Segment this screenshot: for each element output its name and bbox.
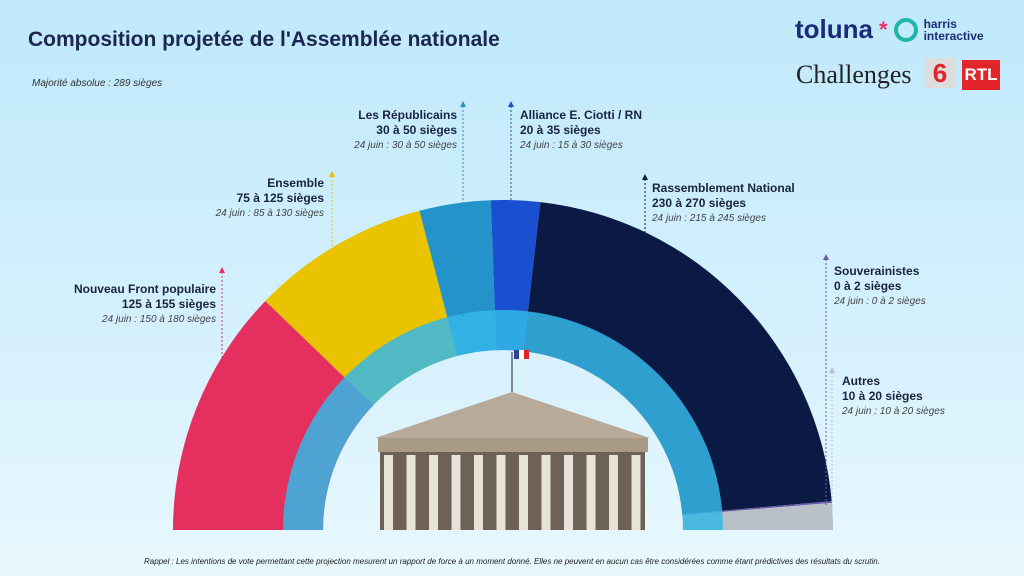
building-icon [375,350,650,530]
label-autres: Autres 10 à 20 sièges 24 juin : 10 à 20 si… [842,374,945,417]
column [406,455,416,530]
label-souverainistes: Souverainistes 0 à 2 sièges 24 juin : 0 à … [834,264,926,307]
column [451,455,461,530]
arrow-head-icon [823,254,829,260]
column [586,455,596,530]
column [474,455,483,530]
column [429,455,438,530]
column [496,455,506,530]
arrow-head-icon [329,171,335,177]
majority-note: Majorité absolue : 289 sièges [32,78,163,89]
challenges-logo: Challenges [796,60,912,89]
arrow-head-icon [508,101,514,107]
inner-ring [283,310,723,530]
column [631,455,641,530]
label-rn: Rassemblement National 230 à 270 sièges 24… [652,181,795,224]
column [609,455,618,530]
column [564,455,573,530]
column [519,455,528,530]
column [384,455,393,530]
label-nfp: Nouveau Front populaire 125 à 155 sièges 2… [73,282,216,325]
arrow-head-icon [829,367,835,373]
page-title: Composition projetée de l'Assemblée nati… [28,28,500,51]
toluna-harris-logo: toluna * harris interactive [795,14,984,44]
arrow-head-icon [219,267,225,273]
m6-logo: 6 [925,58,955,88]
arrow-head-icon [460,101,466,107]
arrow-head-icon [642,174,648,180]
column [541,455,551,530]
rtl-logo: RTL [962,60,1000,90]
label-ciotti: Alliance E. Ciotti / RN 20 à 35 sièges 24 … [520,108,643,151]
arc-rassemblement-national [523,202,832,515]
label-lr: Les Républicains 30 à 50 sièges 24 juin : … [354,108,457,151]
footer-note: Rappel : Les intentions de vote permetta… [144,557,880,566]
label-ensemble: Ensemble 75 à 125 sièges 24 juin : 85 à 13… [215,176,324,219]
